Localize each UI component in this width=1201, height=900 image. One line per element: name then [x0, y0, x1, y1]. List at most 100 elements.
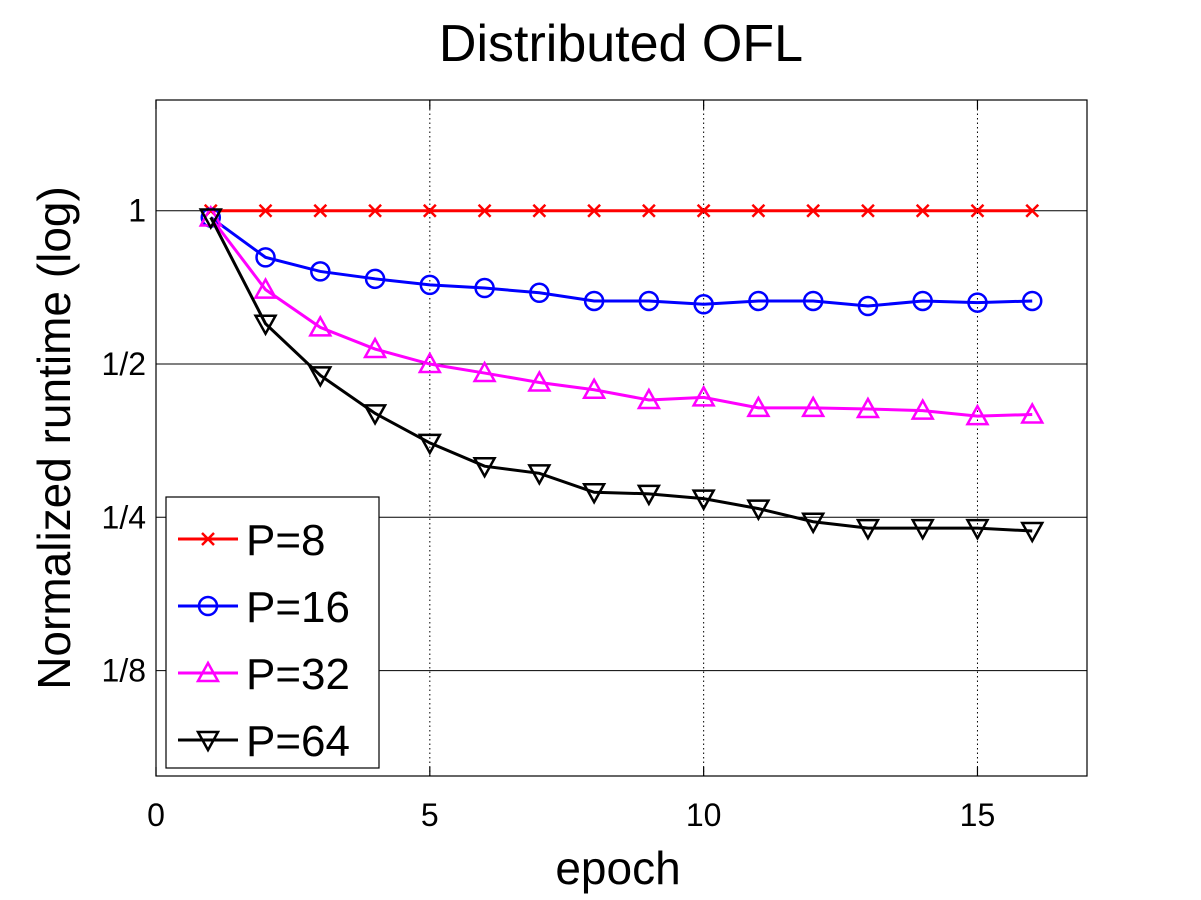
- data-point-p-32: [472, 360, 497, 383]
- plot-series: [198, 203, 1045, 544]
- data-point-p-8: [368, 203, 382, 218]
- legend-label: P=8: [246, 516, 326, 565]
- y-axis-label: Normalized runtime (log): [28, 186, 80, 690]
- data-point-p-64: [1020, 521, 1045, 544]
- legend-swatch-marker: [197, 595, 219, 617]
- data-point-p-8-stroke: [313, 203, 328, 218]
- data-point-p-8: [1025, 203, 1040, 218]
- legend-box: [165, 496, 380, 769]
- data-point-p-64: [581, 482, 607, 505]
- data-point-p-64: [691, 489, 716, 512]
- data-point-p-64: [746, 499, 771, 522]
- x-axis-label: epoch: [555, 842, 680, 894]
- data-point-p-32: [1020, 401, 1045, 424]
- data-point-p-8: [258, 203, 273, 218]
- data-point-p-8: [696, 203, 711, 218]
- data-point-p-64: [198, 208, 223, 231]
- legend-swatch-marker: [195, 730, 221, 753]
- chart-title: Distributed OFL: [439, 15, 803, 73]
- data-point-p-64: [527, 464, 552, 486]
- x-tick-label: 15: [960, 797, 996, 833]
- data-point-p-8-stroke: [1025, 203, 1040, 218]
- data-point-p-32: [855, 396, 881, 419]
- data-point-p-32: [527, 369, 552, 392]
- data-point-p-16: [748, 290, 769, 312]
- data-point-p-16: [364, 268, 386, 290]
- data-point-p-8-stroke: [532, 203, 547, 218]
- y-tick-label: 1: [128, 193, 146, 229]
- data-point-p-16: [529, 282, 550, 304]
- data-point-p-16: [310, 261, 331, 282]
- data-point-p-16: [967, 292, 988, 313]
- series-p-32: [198, 204, 1045, 426]
- data-point-p-8-stroke: [368, 203, 382, 218]
- legend-swatch-marker: [201, 532, 215, 546]
- legend-swatch-marker-stroke: [201, 532, 215, 546]
- x-tick-label: 0: [147, 797, 165, 833]
- data-point-p-8: [641, 203, 656, 218]
- series-line-p-32: [209, 216, 1033, 418]
- x-tick-label: 5: [421, 797, 439, 833]
- series-p-8: [203, 203, 1040, 218]
- data-point-p-32: [308, 314, 333, 337]
- legend-item-p-8: P=8: [178, 516, 326, 565]
- data-point-p-8-stroke: [696, 203, 711, 218]
- data-point-p-8: [751, 203, 766, 218]
- data-point-p-32: [691, 384, 716, 407]
- legend-item-p-16: P=16: [178, 583, 350, 632]
- series-p-64: [198, 208, 1045, 544]
- data-point-p-8-stroke: [806, 203, 821, 218]
- series-line-p-16: [209, 216, 1033, 308]
- data-point-p-64: [910, 518, 935, 541]
- x-tick-label: 10: [686, 797, 722, 833]
- data-point-p-8-stroke: [641, 203, 656, 218]
- data-point-p-8-stroke: [477, 203, 492, 218]
- data-point-p-16: [255, 247, 276, 268]
- data-point-p-64: [472, 456, 497, 479]
- data-point-p-16: [419, 274, 441, 296]
- data-point-p-32: [801, 395, 826, 418]
- data-point-p-8: [532, 203, 547, 218]
- data-point-p-8-stroke: [422, 203, 437, 218]
- data-point-p-32: [965, 403, 990, 426]
- y-tick-label: 1/4: [102, 499, 146, 535]
- legend-swatch-marker: [195, 660, 221, 683]
- data-point-p-32: [746, 395, 771, 418]
- data-point-p-8: [861, 203, 875, 218]
- data-point-p-32: [581, 377, 607, 400]
- data-point-p-32: [253, 277, 278, 299]
- data-point-p-8: [313, 203, 328, 218]
- data-point-p-16: [693, 294, 714, 315]
- data-point-p-16: [1021, 290, 1043, 312]
- axis-ticks: 0 5 10 15 1 1/2 1/4 1/8: [102, 100, 996, 833]
- data-point-p-8-stroke: [970, 203, 985, 218]
- data-point-p-8: [806, 203, 821, 218]
- data-point-p-32: [910, 398, 935, 420]
- data-point-p-16: [912, 290, 933, 312]
- legend-label: P=64: [246, 717, 350, 766]
- data-point-p-64: [965, 518, 990, 541]
- legend-label: P=16: [246, 583, 350, 632]
- data-point-p-64: [253, 314, 278, 337]
- data-point-p-16: [638, 290, 660, 312]
- data-point-p-16: [857, 295, 879, 317]
- data-point-p-8-stroke: [258, 203, 273, 218]
- data-point-p-64: [308, 366, 333, 388]
- data-point-p-8-stroke: [587, 203, 602, 218]
- data-point-p-8-stroke: [861, 203, 875, 218]
- data-point-p-32: [636, 387, 662, 410]
- data-point-p-8-stroke: [915, 203, 930, 218]
- data-point-p-16: [474, 277, 495, 299]
- legend: P=8 P=16 P=32 P=64: [165, 496, 380, 769]
- data-point-p-64: [801, 512, 826, 535]
- plot-area-frame: [155, 99, 1088, 777]
- series-p-16: [200, 207, 1043, 317]
- data-point-p-8: [422, 203, 437, 218]
- data-point-p-16: [802, 290, 824, 312]
- data-point-p-8: [477, 203, 492, 218]
- data-point-p-64: [417, 433, 442, 456]
- legend-item-p-32: P=32: [178, 650, 350, 699]
- data-point-p-64: [636, 484, 662, 507]
- data-point-p-64: [855, 518, 881, 541]
